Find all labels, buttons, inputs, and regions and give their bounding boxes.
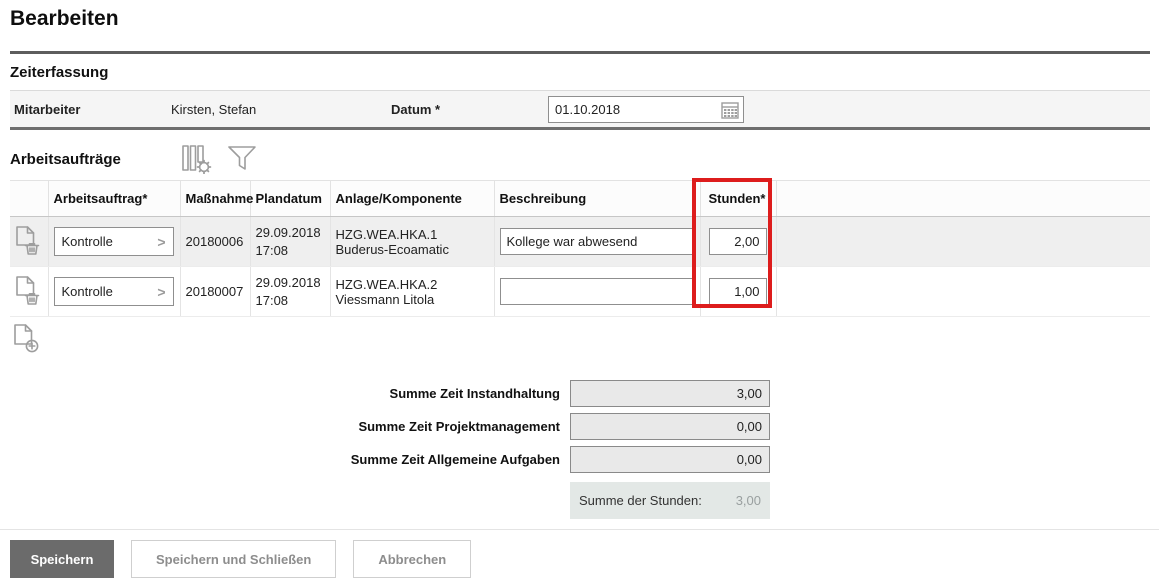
massnahme-value: 20180006 (179, 216, 250, 267)
plandatum-time: 17:08 (255, 242, 289, 258)
massnahme-value: 20180007 (179, 266, 250, 317)
summe-der-stunden-label: Summe der Stunden: (579, 493, 702, 508)
plandatum-value: 29.09.2018 17:08 (249, 216, 330, 267)
zeiterfassung-section-title: Zeiterfassung (10, 64, 109, 81)
table-row: Kontrolle > 20180006 29.09.2018 17:08 HZ… (10, 216, 1150, 267)
add-row-icon[interactable] (13, 323, 41, 353)
speichern-button[interactable]: Speichern (10, 540, 114, 578)
chevron-right-icon: > (157, 283, 166, 300)
arbeitsauftraege-table: Arbeitsauftrag* Maßnahme Plandatum Anlag… (10, 180, 1150, 317)
abbrechen-button[interactable]: Abbrechen (353, 540, 472, 578)
summe-allgemeine-label: Summe Zeit Allgemeine Aufgaben (350, 452, 560, 467)
stunden-input[interactable] (708, 278, 767, 305)
datum-input[interactable] (548, 95, 744, 123)
arbeitsauftrag-select-value: Kontrolle (61, 234, 113, 249)
summe-instandhaltung-label: Summe Zeit Instandhaltung (389, 386, 560, 401)
beschreibung-input[interactable] (499, 228, 694, 255)
summe-der-stunden-value: 3,00 (735, 493, 761, 508)
summe-instandhaltung-row: Summe Zeit Instandhaltung (10, 380, 1150, 407)
plandatum-date: 29.09.2018 (255, 274, 321, 290)
delete-row-icon[interactable] (15, 275, 42, 305)
arbeitsauftraege-header: Arbeitsaufträge (10, 144, 1150, 174)
anlage-value: HZG.WEA.HKA.2 Viessmann Litola (329, 266, 494, 317)
table-header-row: Arbeitsauftrag* Maßnahme Plandatum Anlag… (10, 180, 1150, 217)
mitarbeiter-label: Mitarbeiter (14, 101, 81, 117)
summe-allgemeine-field (570, 446, 770, 473)
summen-section: Summe Zeit Instandhaltung Summe Zeit Pro… (10, 380, 1150, 519)
summe-projektmanagement-label: Summe Zeit Projektmanagement (358, 419, 560, 434)
summe-der-stunden-box: Summe der Stunden: 3,00 (570, 482, 770, 519)
arbeitsauftrag-select[interactable]: Kontrolle > (53, 277, 174, 306)
header-stunden: Stunden* (699, 180, 776, 217)
title-divider (10, 51, 1150, 54)
arbeitsauftraege-section-title: Arbeitsaufträge (10, 150, 121, 168)
header-actions (10, 180, 48, 217)
beschreibung-input[interactable] (499, 278, 694, 305)
column-settings-icon[interactable] (181, 144, 213, 174)
datum-field-wrap (548, 95, 744, 123)
summe-projektmanagement-row: Summe Zeit Projektmanagement (10, 413, 1150, 440)
header-filler (775, 180, 1150, 217)
filter-icon[interactable] (227, 144, 257, 174)
page-title: Bearbeiten (10, 7, 119, 30)
arbeitsauftraege-table-wrap: Arbeitsauftrag* Maßnahme Plandatum Anlag… (10, 178, 1150, 366)
header-arbeitsauftrag: Arbeitsauftrag* (47, 180, 180, 217)
delete-row-icon[interactable] (15, 225, 42, 255)
header-massnahme: Maßnahme (179, 180, 253, 217)
summe-projektmanagement-field (570, 413, 770, 440)
stunden-input[interactable] (708, 228, 767, 255)
speichern-und-schliessen-button[interactable]: Speichern und Schließen (131, 540, 337, 578)
header-anlage: Anlage/Komponente (329, 180, 494, 217)
add-row-area (10, 317, 1150, 366)
summe-instandhaltung-field (570, 380, 770, 407)
main-content: Bearbeiten Zeiterfassung Mitarbeiter Kir… (10, 7, 1150, 519)
header-plandatum: Plandatum (249, 180, 330, 217)
mitarbeiter-value: Kirsten, Stefan (171, 101, 257, 117)
summe-allgemeine-row: Summe Zeit Allgemeine Aufgaben (10, 446, 1150, 473)
zeiterfassung-form-band: Mitarbeiter Kirsten, Stefan Datum * (10, 90, 1150, 130)
datum-label: Datum * (391, 101, 441, 117)
plandatum-date: 29.09.2018 (255, 224, 321, 240)
calendar-icon[interactable] (721, 101, 739, 122)
arbeitsauftrag-select[interactable]: Kontrolle > (53, 227, 174, 256)
arbeitsauftrag-select-value: Kontrolle (61, 284, 113, 299)
table-row: Kontrolle > 20180007 29.09.2018 17:08 HZ… (10, 266, 1150, 317)
footer-divider (0, 529, 1159, 530)
header-beschreibung: Beschreibung (493, 180, 700, 217)
plandatum-time: 17:08 (255, 292, 289, 308)
action-buttons: Speichern Speichern und Schließen Abbrec… (10, 540, 1159, 578)
chevron-right-icon: > (157, 233, 166, 250)
plandatum-value: 29.09.2018 17:08 (249, 266, 330, 317)
anlage-value: HZG.WEA.HKA.1 Buderus-Ecoamatic (329, 216, 494, 267)
